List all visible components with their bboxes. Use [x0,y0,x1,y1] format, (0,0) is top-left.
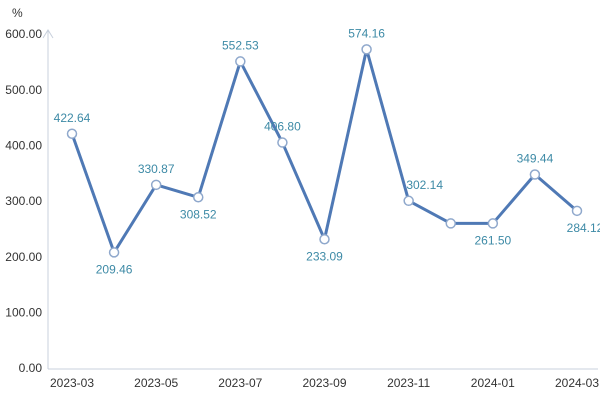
value-label: 233.09 [306,249,343,263]
value-label: 552.53 [222,39,259,53]
point [108,247,120,258]
x-tick-label: 2023-07 [218,376,262,390]
value-label: 574.16 [348,27,385,41]
value-label: 308.52 [180,207,217,221]
x-tick-label: 2024-03 [555,376,599,390]
x-tick-label: 2023-11 [387,376,430,390]
point [529,169,541,180]
point [277,137,288,148]
point [319,233,330,245]
value-label: 422.64 [54,111,91,125]
point [487,218,499,229]
point [571,205,583,217]
y-axis-label: % [12,6,23,20]
y-tick-label: 200.00 [5,250,42,264]
point [361,44,372,55]
y-tick-label: 300.00 [5,194,42,208]
x-tick-label: 2023-03 [50,376,94,390]
y-tick-label: 600.00 [5,27,42,41]
value-label: 261.50 [474,234,511,248]
value-label: 284.12 [567,221,600,235]
point [193,192,204,203]
value-label: 349.44 [517,152,554,166]
point [445,218,456,229]
y-axis-arrow [42,29,54,39]
value-label: 406.80 [264,120,301,134]
y-tick-label: 0.00 [19,361,43,375]
y-tick-label: 500.00 [5,83,42,97]
point [403,195,414,207]
value-label: 302.14 [406,178,443,192]
x-tick-label: 2023-09 [302,376,346,390]
line [70,47,578,254]
value-label: 330.87 [138,162,175,176]
point [150,179,162,191]
y-tick-label: 400.00 [5,139,42,153]
point [235,56,246,67]
x-tick-label: 2024-01 [471,376,515,390]
value-label: 209.46 [96,263,133,277]
x-tick-label: 2023-05 [134,376,178,390]
point [66,128,78,139]
y-tick-label: 100.00 [5,306,42,320]
